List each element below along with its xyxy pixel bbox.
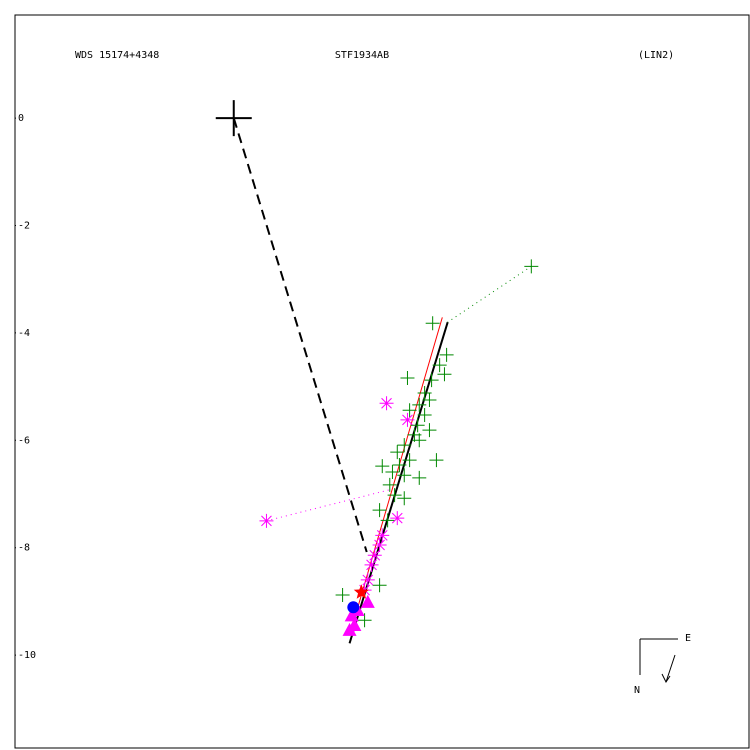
point xyxy=(372,503,387,518)
point xyxy=(375,459,390,474)
point xyxy=(429,453,444,468)
point xyxy=(372,538,387,553)
point xyxy=(412,470,427,485)
point xyxy=(439,347,454,362)
point xyxy=(380,513,395,528)
point xyxy=(375,528,390,543)
compass-label: E xyxy=(685,633,691,644)
point xyxy=(425,316,440,331)
point xyxy=(397,438,412,453)
point xyxy=(392,458,407,473)
point xyxy=(422,423,437,438)
compass-label: N xyxy=(634,685,640,696)
point xyxy=(372,578,387,593)
line xyxy=(232,117,368,553)
chart-title: STF1934AB xyxy=(335,50,389,61)
point xyxy=(400,412,415,427)
point xyxy=(259,513,274,528)
point xyxy=(342,622,357,636)
y-tick-label: -4 xyxy=(18,328,30,339)
point xyxy=(402,453,417,468)
y-tick-label: -8 xyxy=(18,543,30,554)
point xyxy=(364,557,379,572)
point xyxy=(379,396,394,411)
point xyxy=(215,100,252,137)
point xyxy=(397,468,412,483)
line xyxy=(266,489,390,522)
point xyxy=(412,397,427,412)
point xyxy=(367,548,382,563)
point xyxy=(524,259,539,274)
y-tick-label: -6 xyxy=(18,435,30,446)
frame xyxy=(14,14,750,749)
point xyxy=(422,393,437,408)
point xyxy=(353,584,369,599)
point xyxy=(390,511,405,526)
point xyxy=(335,587,350,602)
point xyxy=(360,572,375,587)
compass-arrowhead xyxy=(661,673,671,683)
point xyxy=(347,601,360,614)
point xyxy=(412,433,427,448)
point xyxy=(410,418,425,433)
point xyxy=(432,358,447,373)
point xyxy=(417,408,432,423)
line xyxy=(447,265,532,323)
point xyxy=(385,464,400,479)
point xyxy=(400,371,415,386)
y-tick-label: -2 xyxy=(18,221,30,232)
point xyxy=(437,367,452,382)
point xyxy=(390,445,405,460)
compass-arrow xyxy=(665,654,676,683)
y-tick-label: -10 xyxy=(18,650,36,661)
point xyxy=(397,491,412,506)
y-tick-label: 0 xyxy=(18,113,24,124)
subtitle: WDS 15174+4348 xyxy=(75,50,159,61)
annotation: (LIN2) xyxy=(638,50,674,61)
point xyxy=(402,403,417,418)
point xyxy=(357,613,372,628)
point xyxy=(360,594,375,608)
compass: E N xyxy=(634,633,691,696)
point xyxy=(387,488,402,503)
point xyxy=(424,373,439,388)
point xyxy=(382,477,397,492)
line xyxy=(351,317,443,629)
